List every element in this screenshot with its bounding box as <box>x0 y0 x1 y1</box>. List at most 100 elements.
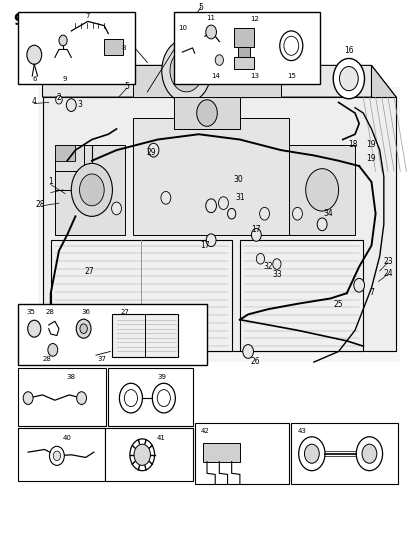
Circle shape <box>119 383 142 413</box>
Circle shape <box>161 39 211 102</box>
Circle shape <box>298 437 324 471</box>
Text: 30: 30 <box>233 175 242 184</box>
Text: 39: 39 <box>157 374 166 380</box>
Text: 1: 1 <box>48 177 53 187</box>
Text: 36: 36 <box>81 309 90 314</box>
Circle shape <box>316 218 326 231</box>
Polygon shape <box>112 314 178 357</box>
Polygon shape <box>43 97 395 351</box>
Text: 38: 38 <box>66 374 76 380</box>
Bar <box>51 240 231 351</box>
Text: 31: 31 <box>235 193 244 203</box>
Bar <box>174 12 319 84</box>
Circle shape <box>53 451 60 461</box>
Circle shape <box>292 207 301 220</box>
Polygon shape <box>174 97 239 129</box>
Text: 14: 14 <box>210 73 219 79</box>
Circle shape <box>304 444 318 463</box>
Text: 7: 7 <box>85 13 90 19</box>
Polygon shape <box>289 145 354 235</box>
Circle shape <box>205 199 216 213</box>
Circle shape <box>152 383 175 413</box>
Circle shape <box>130 439 154 471</box>
Text: 41: 41 <box>156 435 165 441</box>
Circle shape <box>251 229 261 241</box>
Polygon shape <box>237 47 249 58</box>
Circle shape <box>80 324 87 334</box>
Circle shape <box>196 100 217 126</box>
Polygon shape <box>55 145 75 161</box>
Text: 17: 17 <box>251 225 261 234</box>
Circle shape <box>256 254 264 264</box>
Bar <box>18 429 105 481</box>
Text: 40: 40 <box>63 435 71 441</box>
Bar <box>239 240 362 351</box>
Circle shape <box>215 55 223 66</box>
Polygon shape <box>233 58 254 69</box>
Circle shape <box>206 234 216 247</box>
Circle shape <box>170 50 202 92</box>
Text: 5: 5 <box>124 82 129 91</box>
Circle shape <box>28 320 41 337</box>
Text: 34: 34 <box>323 209 332 218</box>
Circle shape <box>227 208 235 219</box>
Polygon shape <box>202 442 239 462</box>
Text: 29: 29 <box>146 148 156 157</box>
Circle shape <box>112 202 121 215</box>
Text: 93124  2900: 93124 2900 <box>14 13 120 28</box>
Text: 37: 37 <box>97 357 107 362</box>
Text: 18: 18 <box>347 140 357 149</box>
Circle shape <box>134 444 150 465</box>
Circle shape <box>283 36 298 55</box>
Circle shape <box>50 446 64 465</box>
Text: 8: 8 <box>121 45 126 51</box>
Circle shape <box>148 143 159 157</box>
Circle shape <box>205 25 216 39</box>
Bar <box>18 12 135 84</box>
Circle shape <box>27 45 42 64</box>
Circle shape <box>218 197 228 209</box>
Circle shape <box>272 259 280 269</box>
Text: 15: 15 <box>286 73 295 79</box>
Circle shape <box>124 390 137 407</box>
Text: 26: 26 <box>250 357 259 366</box>
Text: 23: 23 <box>382 257 392 266</box>
Text: 17: 17 <box>199 241 209 250</box>
Text: 11: 11 <box>206 15 215 21</box>
Bar <box>194 423 289 484</box>
Text: 43: 43 <box>297 428 306 434</box>
Text: 3: 3 <box>77 100 82 109</box>
Text: 13: 13 <box>249 73 258 79</box>
Text: 42: 42 <box>200 428 209 434</box>
Circle shape <box>242 344 253 358</box>
Text: 28: 28 <box>45 309 54 314</box>
Polygon shape <box>233 28 254 47</box>
Circle shape <box>23 392 33 405</box>
Bar <box>108 368 192 426</box>
Circle shape <box>48 344 57 356</box>
Text: 9: 9 <box>63 76 67 82</box>
Text: 27: 27 <box>120 309 129 314</box>
Circle shape <box>339 67 357 91</box>
Text: 6: 6 <box>32 76 36 82</box>
Circle shape <box>79 174 104 206</box>
Text: 25: 25 <box>333 300 342 309</box>
Circle shape <box>259 207 269 220</box>
Polygon shape <box>370 66 395 351</box>
Circle shape <box>353 278 363 292</box>
Text: 32: 32 <box>263 262 273 271</box>
Circle shape <box>161 191 171 204</box>
Circle shape <box>66 99 76 111</box>
Text: 16: 16 <box>343 46 353 55</box>
Circle shape <box>76 392 86 405</box>
Text: 28: 28 <box>36 200 45 209</box>
Text: 33: 33 <box>271 270 281 279</box>
Circle shape <box>157 390 170 407</box>
Circle shape <box>71 164 112 216</box>
Text: 35: 35 <box>26 309 36 314</box>
Polygon shape <box>133 118 289 235</box>
Polygon shape <box>43 66 395 97</box>
Circle shape <box>279 31 302 61</box>
Text: 24: 24 <box>382 269 392 278</box>
Circle shape <box>59 35 67 46</box>
